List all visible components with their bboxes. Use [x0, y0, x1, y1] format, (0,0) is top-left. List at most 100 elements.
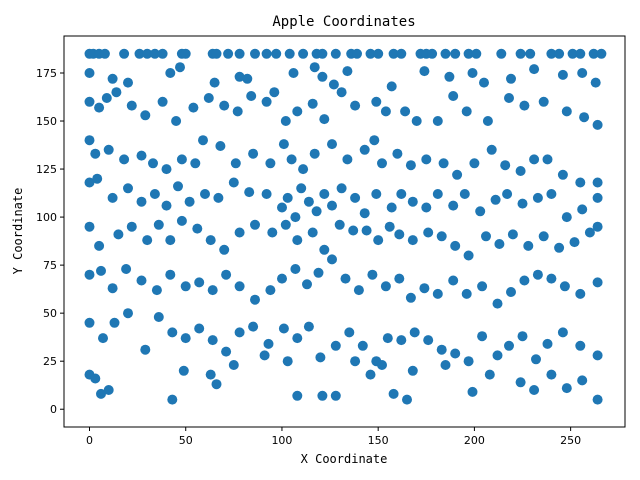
- data-point-214: [523, 240, 534, 251]
- data-point-198: [307, 227, 318, 238]
- data-point-270: [248, 321, 259, 332]
- data-point-124: [369, 135, 380, 146]
- data-point-220: [84, 269, 95, 280]
- data-point-27: [388, 48, 399, 59]
- data-point-51: [234, 71, 245, 82]
- data-point-254: [546, 273, 557, 284]
- data-point-307: [292, 390, 303, 401]
- data-point-258: [84, 317, 95, 328]
- data-point-4: [119, 48, 130, 59]
- data-point-247: [448, 275, 459, 286]
- data-point-244: [405, 292, 416, 303]
- data-point-90: [380, 106, 391, 117]
- data-point-187: [153, 219, 164, 230]
- data-point-5: [134, 48, 145, 59]
- data-point-83: [280, 116, 291, 126]
- data-point-148: [184, 196, 195, 207]
- data-point-64: [506, 73, 516, 84]
- data-point-285: [450, 348, 461, 359]
- data-point-152: [244, 187, 255, 198]
- data-point-62: [467, 68, 478, 78]
- data-point-149: [200, 189, 210, 199]
- data-point-131: [469, 158, 480, 169]
- data-point-283: [423, 335, 434, 346]
- data-point-26: [373, 48, 384, 59]
- data-point-202: [361, 225, 372, 236]
- data-point-192: [219, 244, 230, 255]
- data-point-275: [315, 352, 326, 363]
- data-point-295: [592, 350, 603, 361]
- data-point-135: [529, 154, 540, 165]
- data-point-143: [123, 183, 133, 194]
- data-point-240: [353, 285, 364, 296]
- y-tick-label: 0: [50, 403, 57, 416]
- data-point-251: [506, 287, 516, 297]
- data-point-236: [302, 279, 312, 290]
- data-point-87: [336, 87, 347, 98]
- x-tick-label: 50: [179, 434, 193, 447]
- data-point-201: [348, 225, 359, 236]
- data-point-300: [167, 394, 178, 405]
- data-point-162: [336, 183, 347, 194]
- data-point-84: [292, 106, 303, 117]
- data-point-69: [84, 96, 95, 107]
- data-point-166: [386, 202, 397, 213]
- data-point-132: [486, 144, 497, 155]
- data-point-95: [461, 106, 472, 117]
- data-point-222: [107, 283, 118, 294]
- data-point-108: [148, 158, 158, 169]
- data-point-239: [340, 273, 351, 284]
- data-point-215: [538, 231, 549, 242]
- data-point-280: [382, 333, 393, 344]
- data-point-177: [532, 192, 543, 203]
- data-point-230: [221, 269, 232, 280]
- data-point-267: [207, 335, 218, 346]
- data-point-271: [263, 338, 274, 349]
- data-point-302: [205, 369, 216, 380]
- data-point-261: [123, 308, 133, 319]
- data-point-304: [228, 360, 239, 370]
- y-tick-label: 25: [43, 355, 57, 368]
- data-point-155: [282, 192, 293, 203]
- data-point-234: [277, 273, 287, 284]
- data-point-146: [161, 200, 172, 211]
- data-point-52: [242, 73, 253, 84]
- data-point-101: [579, 112, 590, 123]
- data-point-28: [396, 48, 407, 59]
- x-axis-label: X Coordinate: [301, 452, 388, 466]
- data-point-142: [107, 192, 118, 203]
- data-point-196: [280, 219, 291, 230]
- data-point-133: [500, 160, 511, 171]
- data-point-241: [367, 269, 378, 280]
- data-point-264: [167, 327, 178, 338]
- data-point-274: [303, 321, 314, 332]
- data-point-262: [140, 344, 151, 355]
- data-point-94: [448, 91, 459, 101]
- data-point-57: [328, 79, 339, 90]
- data-point-22: [330, 48, 341, 59]
- data-point-288: [492, 350, 503, 361]
- data-point-181: [592, 177, 603, 188]
- data-point-183: [94, 240, 105, 251]
- data-point-312: [377, 360, 387, 370]
- data-point-111: [190, 158, 201, 169]
- y-tick-label: 100: [36, 211, 57, 224]
- data-point-206: [407, 235, 418, 246]
- data-point-253: [532, 269, 543, 280]
- data-point-227: [180, 281, 191, 292]
- data-point-157: [296, 183, 307, 194]
- data-point-207: [423, 227, 434, 238]
- data-point-217: [569, 237, 580, 248]
- data-point-13: [223, 48, 234, 59]
- data-point-190: [192, 223, 203, 234]
- data-point-224: [136, 275, 147, 286]
- data-point-121: [327, 139, 337, 150]
- data-point-8: [157, 48, 168, 59]
- data-point-315: [407, 365, 418, 376]
- data-point-194: [250, 219, 260, 230]
- data-point-110: [176, 154, 187, 165]
- data-point-156: [290, 212, 301, 223]
- data-point-249: [477, 281, 488, 292]
- data-point-322: [561, 383, 572, 394]
- data-point-297: [90, 373, 101, 384]
